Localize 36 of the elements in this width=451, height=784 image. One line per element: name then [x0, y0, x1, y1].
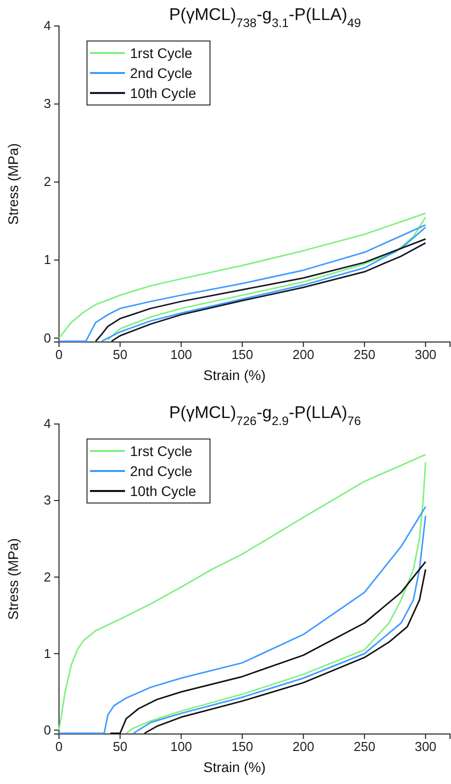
x-tick-label: 150: [231, 347, 254, 362]
chart-title: P(γMCL)$_{726}$-g$_{2.9}$-P(LLA)$_{76}$: [169, 403, 362, 428]
x-axis-title: Strain (%): [203, 759, 266, 775]
x-tick-label: 300: [414, 739, 436, 754]
legend-label: 1rst Cycle: [130, 443, 192, 459]
legend-label: 10th Cycle: [130, 483, 196, 499]
x-tick-label: 250: [354, 347, 376, 362]
x-axis-title: Strain (%): [203, 367, 266, 383]
y-tick-label: 0: [44, 330, 51, 346]
x-tick-label: 100: [170, 739, 192, 754]
x-tick-label: 150: [231, 739, 254, 754]
y-tick-label: 0: [44, 722, 51, 738]
x-tick-label: 250: [354, 739, 376, 754]
x-tick-label: 50: [112, 739, 128, 754]
x-tick-label: 0: [55, 739, 63, 754]
y-tick-label: 1: [44, 252, 51, 268]
legend-label: 1rst Cycle: [130, 45, 192, 61]
y-axis-title: Stress (MPa): [5, 538, 21, 620]
x-tick-label: 200: [292, 347, 314, 362]
chart-title: P(γMCL)$_{738}$-g$_{3.1}$-P(LLA)$_{49}$: [169, 5, 362, 30]
x-tick-label: 100: [170, 347, 192, 362]
x-tick-label: 200: [292, 739, 314, 754]
legend-label: 2nd Cycle: [130, 65, 192, 81]
y-tick-label: 4: [44, 416, 51, 432]
y-axis-title: Stress (MPa): [5, 143, 21, 225]
y-tick-label: 3: [44, 492, 51, 508]
y-tick-label: 1: [44, 646, 51, 661]
legend-label: 10th Cycle: [130, 85, 196, 101]
x-tick-label: 50: [112, 347, 128, 362]
x-tick-label: 300: [414, 347, 436, 362]
legend-label: 2nd Cycle: [130, 463, 192, 479]
x-tick-label: 0: [55, 347, 63, 362]
y-tick-label: 3: [44, 96, 51, 112]
y-tick-label: 2: [44, 569, 51, 584]
y-tick-label: 2: [44, 174, 51, 190]
y-tick-label: 4: [44, 18, 51, 34]
